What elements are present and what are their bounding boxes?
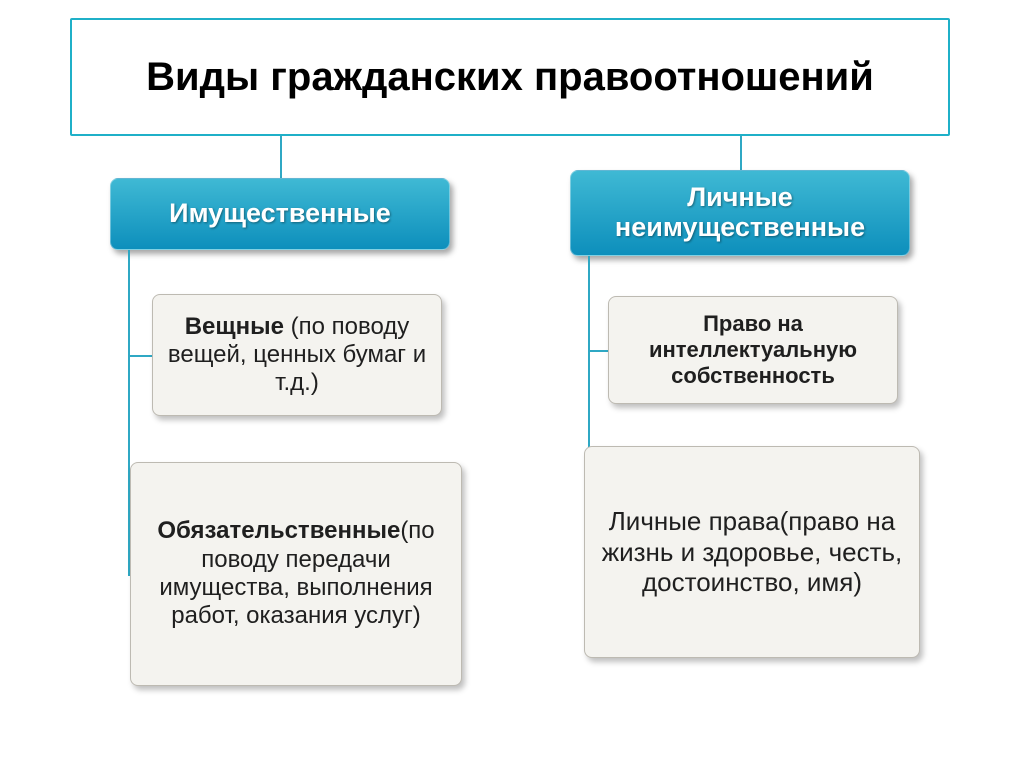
sub-text: Вещные (по поводу вещей, ценных бумаг и … (167, 313, 427, 398)
sub-personal-ip: Право на интеллектуальную собственность (608, 296, 898, 404)
category-label: Имущественные (169, 199, 391, 229)
diagram-title: Виды гражданских правоотношений (70, 18, 950, 136)
category-label: Личные неимущественные (571, 183, 909, 242)
sub-bold: Право на интеллектуальную собственность (649, 311, 857, 388)
category-personal: Личные неимущественные (570, 170, 910, 256)
connector (740, 136, 742, 170)
sub-bold: Обязательственные (157, 517, 400, 544)
sub-rest: Личные права(право на жизнь и здоровье, … (602, 506, 903, 597)
sub-text: Личные права(право на жизнь и здоровье, … (599, 506, 905, 598)
connector (588, 350, 608, 352)
sub-personal-rights: Личные права(право на жизнь и здоровье, … (584, 446, 920, 658)
connector (280, 136, 282, 178)
category-property: Имущественные (110, 178, 450, 250)
connector (128, 355, 152, 357)
sub-text: Право на интеллектуальную собственность (623, 311, 883, 389)
sub-text: Обязательственные(по поводу передачи иму… (145, 517, 447, 630)
title-text: Виды гражданских правоотношений (146, 54, 874, 100)
sub-bold: Вещные (185, 313, 284, 340)
sub-proprietary-obligation: Обязательственные(по поводу передачи иму… (130, 462, 462, 686)
sub-proprietary-real: Вещные (по поводу вещей, ценных бумаг и … (152, 294, 442, 416)
